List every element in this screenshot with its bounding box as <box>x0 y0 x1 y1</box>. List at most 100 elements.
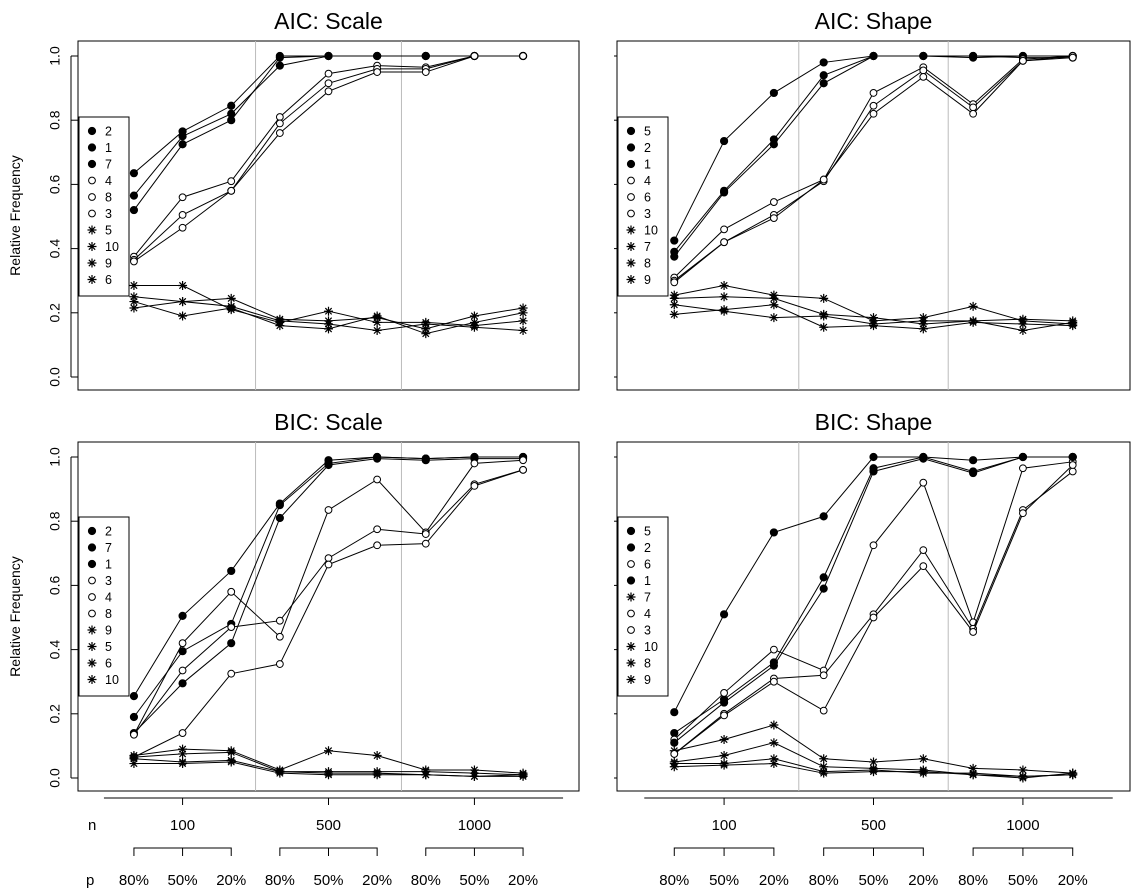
data-point-filled-circle <box>178 140 187 149</box>
data-point-filled-circle <box>670 738 679 747</box>
legend-marker-filled-circle <box>87 559 97 569</box>
data-point-star <box>178 749 188 759</box>
data-point-open-circle <box>720 689 728 697</box>
data-point-open-circle <box>769 198 778 206</box>
legend-marker-open-circle <box>627 626 635 634</box>
data-point-star <box>769 754 779 764</box>
legend-label: 1 <box>105 558 112 572</box>
data-point-filled-circle <box>969 51 978 61</box>
legend-label: 6 <box>644 191 651 205</box>
data-point-star <box>129 281 139 291</box>
data-point-filled-circle <box>1018 452 1028 462</box>
y-tick-label: 1.0 <box>47 46 63 66</box>
legend-marker-star <box>626 592 636 602</box>
y-tick-label: 0.0 <box>47 367 63 387</box>
legend-label: 1 <box>644 574 651 588</box>
data-point-filled-circle <box>275 501 284 510</box>
panel-3: BIC: Scale 0.0 0.2 0.4 0.6 0.8 1.0 Relative Fre… <box>7 409 580 889</box>
data-point-star <box>324 770 333 780</box>
data-point-star <box>1018 773 1028 783</box>
legend-label: 4 <box>105 174 112 188</box>
legend-label: 9 <box>644 673 651 687</box>
p-value-label: 20% <box>908 872 938 889</box>
data-point-star <box>869 313 878 323</box>
p-value-label: 20% <box>508 872 538 889</box>
series-line <box>673 55 1073 257</box>
n-value-label: 100 <box>712 817 737 834</box>
data-point-filled-circle <box>670 236 679 245</box>
legend-label: 1 <box>105 141 112 155</box>
data-point-star <box>129 754 139 764</box>
data-point-open-circle <box>421 539 430 548</box>
data-point-star <box>275 768 285 778</box>
data-point-filled-circle <box>1068 452 1077 462</box>
data-point-open-circle <box>720 225 728 234</box>
legend-label: 2 <box>644 541 651 555</box>
data-point-star <box>421 324 431 334</box>
legend-label: 5 <box>644 525 651 539</box>
series-1 <box>670 51 1077 261</box>
data-point-open-circle <box>869 101 878 110</box>
legend-box <box>617 116 669 297</box>
data-point-open-circle <box>227 177 236 186</box>
data-point-open-circle <box>324 506 333 514</box>
data-point-filled-circle <box>129 712 139 722</box>
data-point-open-circle <box>324 560 333 569</box>
data-point-star <box>421 770 431 780</box>
data-point-star <box>469 317 479 327</box>
data-point-filled-circle <box>819 71 828 80</box>
series-6 <box>670 457 1077 744</box>
legend-label: 10 <box>105 240 119 254</box>
legend-label: 4 <box>644 174 651 188</box>
data-point-star <box>968 301 978 311</box>
data-point-star <box>469 322 479 332</box>
series-4 <box>670 52 1077 282</box>
y-tick-label: 0.6 <box>47 575 63 595</box>
data-point-filled-circle <box>719 698 729 707</box>
legend-marker-filled-circle <box>626 543 636 552</box>
data-point-open-circle <box>421 530 430 538</box>
p-value-label: 50% <box>858 872 888 889</box>
data-point-filled-circle <box>275 513 284 523</box>
legend-marker-star <box>87 642 97 651</box>
legend-label: 6 <box>105 273 112 287</box>
data-point-star <box>819 768 829 778</box>
y-tick-label: 0.2 <box>47 704 63 724</box>
data-point-star <box>669 300 679 310</box>
data-point-filled-circle <box>129 692 139 701</box>
data-point-open-circle <box>919 72 928 81</box>
series-line <box>133 55 524 211</box>
data-point-open-circle <box>1019 56 1027 65</box>
data-point-star <box>226 757 236 767</box>
series-line <box>673 464 1074 755</box>
legend-label: 2 <box>105 525 112 539</box>
series-line <box>673 55 1073 241</box>
data-point-filled-circle <box>719 188 729 197</box>
data-point-star <box>518 308 528 318</box>
series-3 <box>130 456 527 739</box>
y-tick-label: 1.0 <box>47 447 63 467</box>
p-value-label: 50% <box>1008 872 1038 889</box>
data-point-star <box>669 309 679 319</box>
data-point-open-circle <box>670 750 679 758</box>
data-point-star <box>324 746 333 756</box>
data-point-star <box>918 767 928 777</box>
y-tick-label: 0.4 <box>47 640 63 660</box>
p-value-label: 80% <box>958 872 988 889</box>
data-point-open-circle <box>969 103 978 112</box>
data-point-open-circle <box>275 119 284 128</box>
data-point-star <box>769 293 779 303</box>
data-point-star <box>372 770 382 780</box>
data-point-open-circle <box>769 645 778 654</box>
legend: 5 2 1 4 6 3 10 7 8 9 <box>617 116 669 297</box>
data-point-open-circle <box>869 613 878 622</box>
data-point-filled-circle <box>819 584 828 593</box>
data-point-star <box>178 297 188 307</box>
data-point-star <box>372 751 382 761</box>
data-point-star <box>968 317 978 327</box>
data-point-filled-circle <box>227 639 236 648</box>
data-point-open-circle <box>373 475 382 484</box>
data-point-open-circle <box>324 69 333 78</box>
data-point-open-circle <box>819 175 828 184</box>
data-point-filled-circle <box>769 528 778 537</box>
